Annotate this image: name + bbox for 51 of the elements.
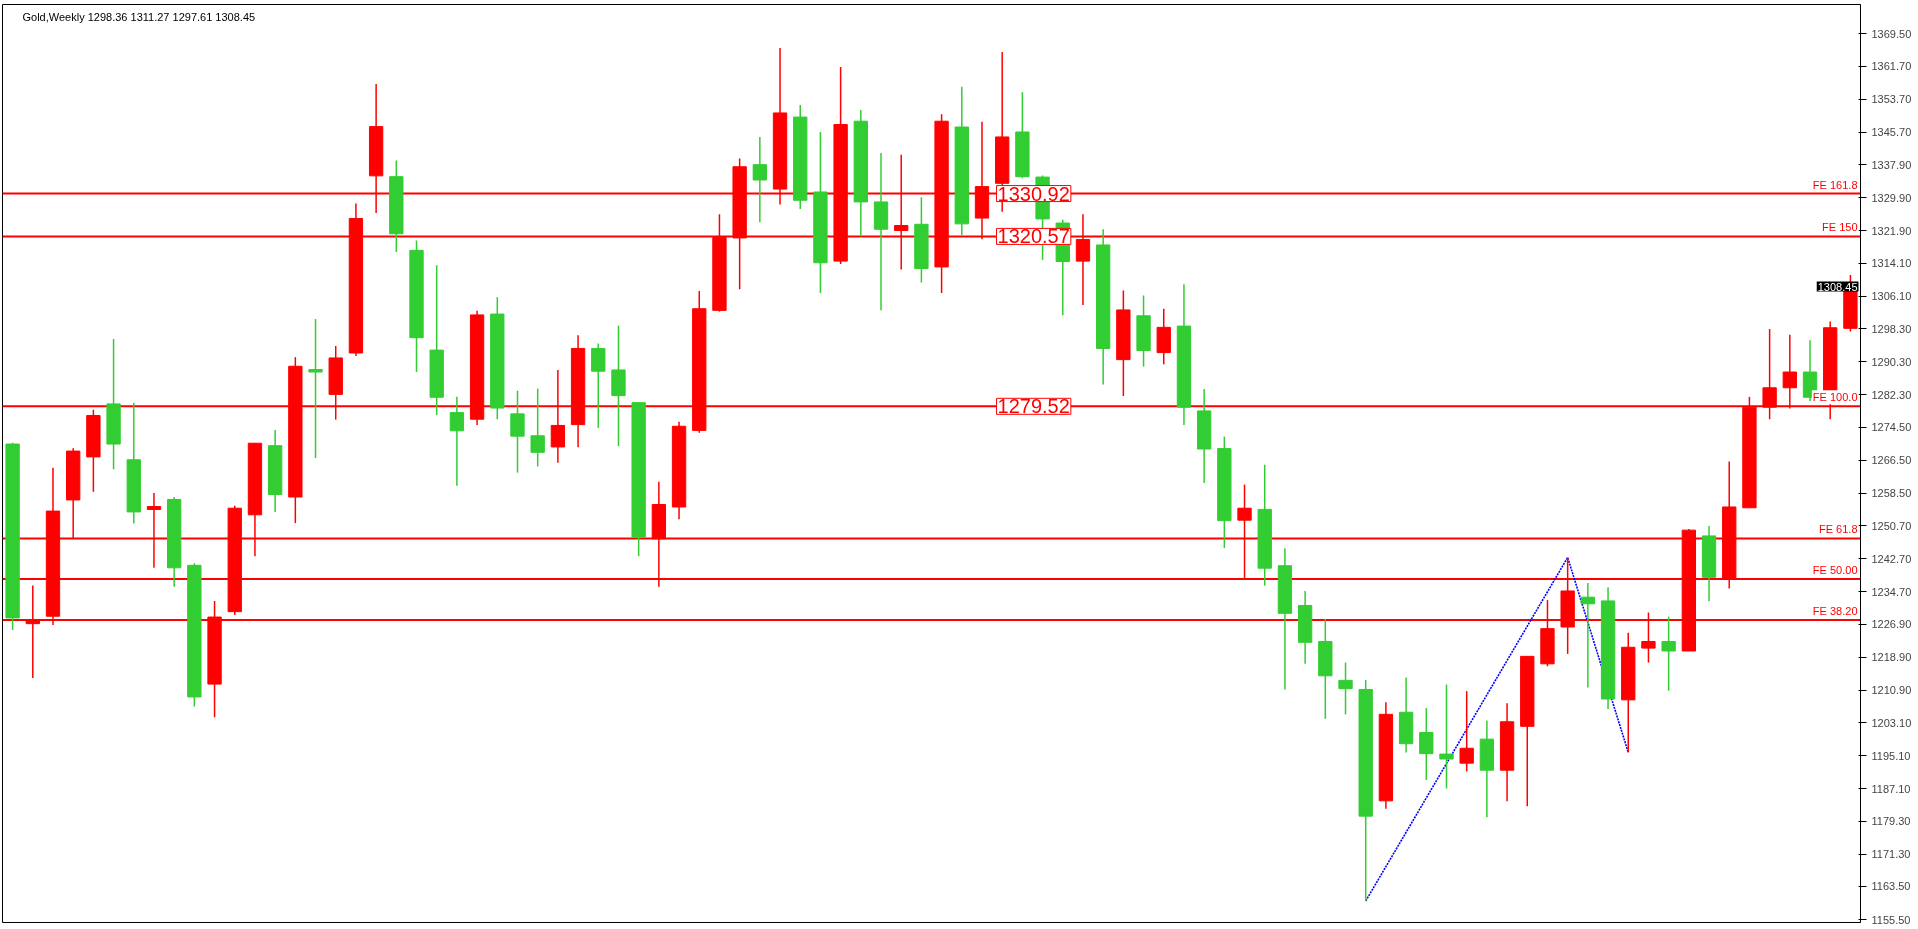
y-tick-label: 1155.50 [1871,913,1911,926]
annotation: 1330.92 [997,182,1070,205]
annotation: 1308.45 [1817,280,1858,293]
y-tick-label: 1179.30 [1871,815,1911,828]
candlestick [308,318,323,459]
y-tick-label: 1290.30 [1871,355,1912,368]
y-tick-label: 1321.90 [1871,224,1912,237]
y-tick-label: 1369.50 [1871,27,1912,40]
candlestick [1338,661,1353,716]
y-tick-label: 1274.50 [1871,421,1912,434]
y-tick-label: 1250.70 [1871,519,1912,532]
y-tick-label: 1353.70 [1871,93,1912,106]
candlestick [752,136,767,223]
annotation: 1320.57 [997,225,1070,248]
y-tick-label: 1242.70 [1871,552,1912,565]
candlestick [1580,582,1596,689]
y-tick-label: 1282.30 [1871,388,1912,401]
y-tick-label: 1218.90 [1871,651,1912,664]
y-tick-label: 1266.50 [1871,454,1912,467]
candlestick [1459,690,1474,773]
ref-line-label: FE 150 [1822,221,1858,234]
candlestick [449,396,465,487]
candlestick [1661,615,1676,692]
ref-line-label: FE 61.8 [1818,523,1858,536]
y-tick-label: 1203.10 [1871,716,1912,729]
candlestick [530,387,545,468]
candlestick [510,389,525,474]
candlestick [1439,683,1454,790]
y-tick-label: 1361.70 [1871,60,1912,73]
text: Gold,Weekly 1298.36 1311.27 1297.61 1308.45 [22,10,256,23]
y-tick-label: 1306.10 [1871,290,1912,303]
y-tick-label: 1345.70 [1871,126,1912,139]
y-tick-label: 1258.50 [1871,487,1912,500]
ref-line-label: FE 161.8 [1812,178,1858,191]
candlestick [591,342,606,429]
y-tick-label: 1298.30 [1871,322,1912,335]
ref-line-label: FE 38.20 [1812,604,1858,617]
ref-line-label: FE 100.0 [1812,391,1858,404]
y-tick-label: 1171.30 [1871,848,1911,861]
y-tick-label: 1195.10 [1871,749,1911,762]
y-tick-label: 1329.90 [1871,191,1912,204]
annotation: 1279.52 [997,395,1070,418]
ref-line-label: FE 50.00 [1812,563,1858,576]
candlestick [1419,707,1434,781]
y-tick-label: 1234.70 [1871,585,1912,598]
y-tick-label: 1314.10 [1871,257,1912,270]
y-tick-label: 1187.10 [1871,782,1911,795]
y-tick-label: 1163.50 [1871,880,1911,893]
y-tick-label: 1210.90 [1871,684,1912,697]
y-tick-label: 1337.90 [1871,158,1912,171]
y-tick-label: 1226.90 [1871,618,1912,631]
